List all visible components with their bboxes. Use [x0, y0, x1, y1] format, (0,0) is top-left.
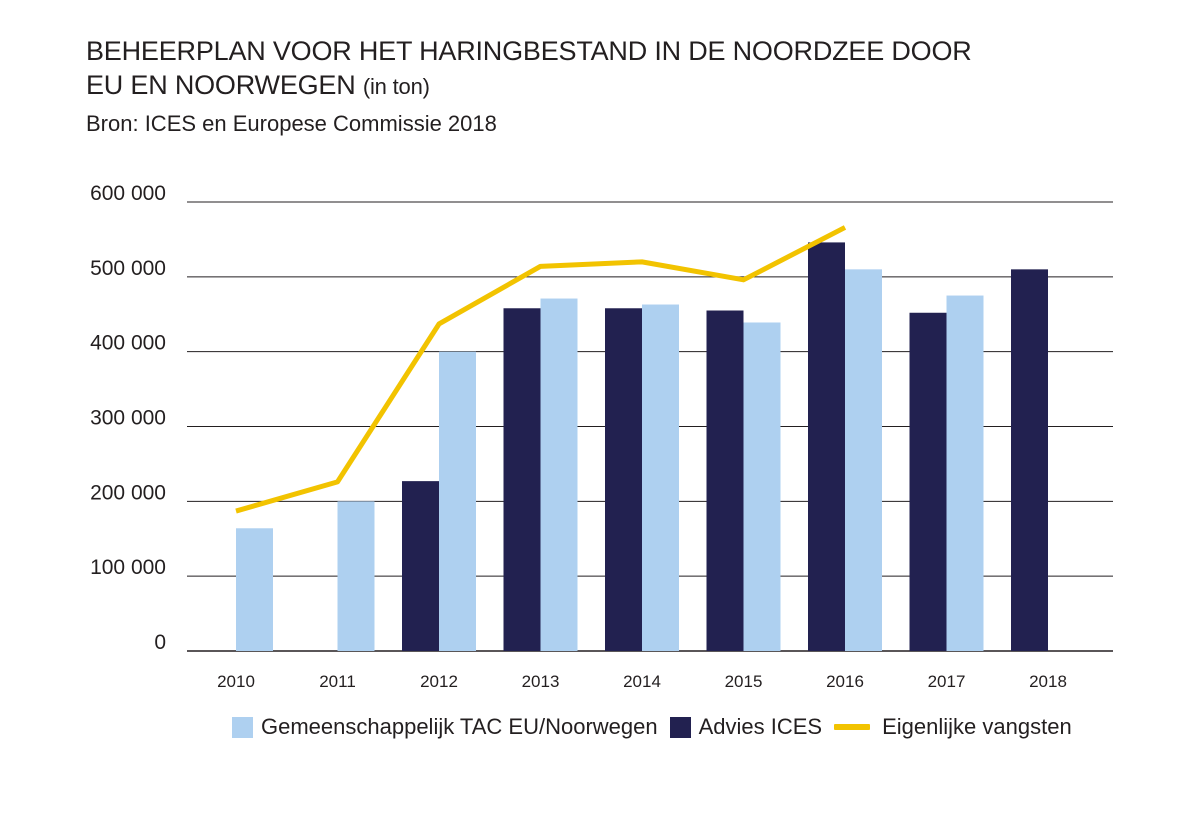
bar-tac — [845, 269, 882, 651]
bar-ices — [808, 242, 845, 651]
bar-ices — [402, 481, 439, 651]
legend-label-catches: Eigenlijke vangsten — [882, 714, 1072, 739]
x-tick-label: 2012 — [420, 672, 458, 691]
legend-swatch-tac — [232, 716, 253, 738]
x-tick-label: 2013 — [522, 672, 560, 691]
legend-label-ices: Advies ICES — [698, 714, 823, 739]
y-tick-label: 400 000 — [90, 332, 166, 355]
x-tick-label: 2015 — [725, 672, 763, 691]
y-tick-label: 200 000 — [90, 481, 166, 504]
title-unit: (in ton) — [362, 74, 430, 99]
bar-ices — [503, 308, 541, 651]
bar-tac — [743, 322, 781, 651]
bar-tac — [337, 501, 375, 651]
chart-title: BEHEERPLAN VOOR HET HARINGBESTAND IN DE … — [86, 34, 972, 104]
bar-ices — [909, 312, 947, 651]
bar-tac — [540, 298, 578, 651]
legend-label-tac: Gemeenschappelijk TAC EU/Noorwegen — [261, 714, 658, 739]
x-tick-label: 2016 — [826, 672, 864, 691]
y-tick-label: 100 000 — [90, 556, 166, 579]
bar-tac — [236, 528, 273, 651]
y-tick-label: 0 — [154, 631, 166, 654]
y-tick-label: 500 000 — [90, 257, 166, 280]
legend-item-tac: Gemeenschappelijk TAC EU/Noorwegen — [232, 714, 658, 740]
x-tick-label: 2018 — [1029, 672, 1067, 691]
legend: Gemeenschappelijk TAC EU/Noorwegen Advie… — [232, 714, 1084, 740]
legend-item-ices: Advies ICES — [669, 714, 823, 740]
y-tick-label: 600 000 — [90, 182, 166, 205]
title-line-2-text: EU EN NOORWEGEN — [86, 70, 356, 100]
x-tick-label: 2010 — [217, 672, 255, 691]
x-tick-label: 2011 — [319, 672, 356, 691]
x-tick-label: 2014 — [623, 672, 661, 691]
x-tick-label: 2017 — [928, 672, 966, 691]
y-tick-label: 300 000 — [90, 407, 166, 430]
legend-swatch-ices — [669, 716, 691, 738]
bar-ices — [706, 310, 744, 651]
bar-ices — [1011, 269, 1048, 651]
title-line-2: EU EN NOORWEGEN (in ton) — [86, 68, 972, 104]
legend-item-catches: Eigenlijke vangsten — [834, 714, 1072, 740]
bar-tac — [642, 304, 679, 651]
legend-swatch-catches — [834, 724, 871, 730]
chart-source: Bron: ICES en Europese Commissie 2018 — [86, 111, 497, 136]
bar-tac — [946, 295, 984, 651]
bar-ices — [605, 308, 642, 651]
title-line-1: BEHEERPLAN VOOR HET HARINGBESTAND IN DE … — [86, 36, 972, 66]
bar-tac — [439, 351, 476, 651]
